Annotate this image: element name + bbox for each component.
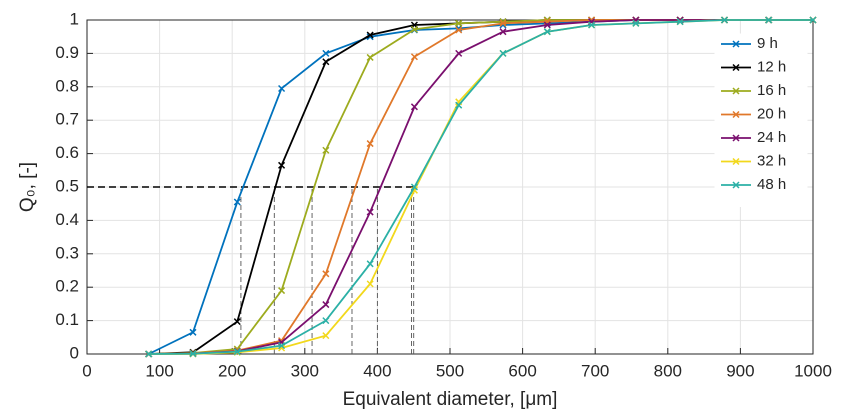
legend-marker (732, 110, 740, 119)
x-tick-label: 700 (581, 361, 609, 380)
data-point (809, 16, 817, 24)
legend-label: 12 h (757, 58, 786, 75)
legend-marker (732, 63, 740, 72)
data-point (676, 18, 684, 26)
data-point (410, 183, 418, 191)
data-point (322, 317, 330, 325)
data-point (410, 25, 418, 33)
y-tick-label: 0 (70, 343, 79, 362)
x-tick-label: 300 (291, 361, 319, 380)
x-tick-label: 1000 (794, 361, 832, 380)
legend-label: 24 h (757, 129, 786, 146)
data-point (410, 53, 418, 61)
data-point (322, 58, 330, 66)
x-tick-label: 200 (218, 361, 246, 380)
data-point (233, 198, 241, 206)
data-point (322, 49, 330, 57)
data-point (366, 31, 374, 39)
data-point (233, 318, 241, 326)
data-point (499, 19, 507, 27)
legend-marker (732, 40, 740, 48)
data-point (455, 19, 463, 27)
data-point (278, 342, 286, 350)
x-tick-label: 800 (654, 361, 682, 380)
data-point (455, 26, 463, 34)
legend-marker (732, 87, 740, 95)
legend-label: 48 h (757, 176, 786, 193)
data-point (322, 270, 330, 278)
data-point (366, 260, 374, 268)
y-tick-label: 0.4 (55, 210, 79, 229)
data-point (366, 53, 374, 61)
y-tick-label: 0.1 (55, 310, 79, 329)
data-point (765, 16, 773, 24)
x-axis-label: Equivalent diameter, [μm] (343, 389, 558, 410)
x-tick-label: 500 (436, 361, 464, 380)
legend-label: 9 h (757, 35, 778, 52)
data-point (455, 49, 463, 57)
legend-marker (732, 181, 740, 189)
y-axis-label: Q₀, [-] (17, 162, 38, 212)
legend-box (714, 33, 808, 207)
data-point (499, 28, 507, 36)
y-tick-label: 0.8 (55, 76, 79, 95)
data-point (278, 287, 286, 295)
data-point (499, 49, 507, 57)
x-tick-label: 100 (145, 361, 173, 380)
data-point (145, 350, 153, 358)
legend-marker (732, 157, 740, 166)
data-point (366, 208, 374, 216)
y-tick-label: 1 (70, 9, 79, 28)
data-point (543, 28, 551, 36)
data-point (322, 146, 330, 154)
legend-label: 20 h (757, 105, 786, 122)
y-tick-label: 0.6 (55, 143, 79, 162)
y-tick-label: 0.5 (55, 176, 79, 195)
x-tick-label: 0 (82, 361, 91, 380)
legend-label: 32 h (757, 152, 786, 169)
y-tick-label: 0.9 (55, 43, 79, 62)
x-tick-label: 400 (363, 361, 391, 380)
data-point (720, 16, 728, 24)
data-point (189, 350, 197, 358)
data-point (588, 21, 596, 29)
y-tick-label: 0.7 (55, 110, 79, 129)
data-point (278, 84, 286, 93)
y-tick-label: 0.2 (55, 277, 79, 296)
legend-label: 16 h (757, 82, 786, 99)
data-point (366, 280, 374, 288)
data-point (410, 103, 418, 111)
data-point (455, 101, 463, 109)
y-tick-label: 0.3 (55, 243, 79, 262)
x-tick-label: 900 (726, 361, 754, 380)
data-point (233, 348, 241, 356)
series-line (148, 19, 813, 355)
legend-marker (732, 134, 740, 142)
data-point (322, 332, 330, 340)
data-point (278, 161, 286, 169)
data-point (366, 140, 374, 148)
data-point (322, 301, 330, 309)
data-point (189, 328, 197, 336)
x-tick-label: 600 (508, 361, 536, 380)
data-point (543, 21, 551, 29)
data-point (632, 19, 640, 27)
